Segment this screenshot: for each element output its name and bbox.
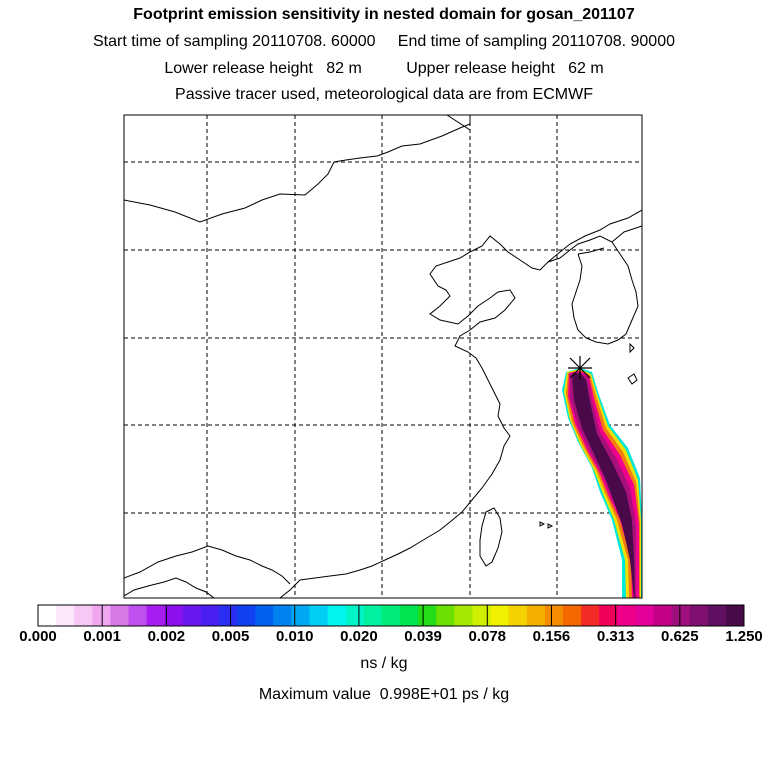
- colorbar-swatch: [689, 605, 709, 626]
- colorbar-swatch: [653, 605, 673, 626]
- colorbar-tick-label: 1.250: [725, 628, 763, 645]
- colorbar-swatch: [526, 605, 546, 626]
- colorbar-swatch: [255, 605, 274, 626]
- colorbar-tick-label: 0.625: [661, 628, 699, 645]
- coastlines: [124, 115, 642, 598]
- colorbar-swatch: [309, 605, 329, 626]
- colorbar-tick-label: 0.002: [147, 628, 186, 645]
- colorbar-tick-label: 0.156: [532, 628, 571, 645]
- colorbar-swatch: [599, 605, 618, 626]
- release-height-line: Lower release height 82 m Upper release …: [164, 60, 604, 77]
- colorbar-swatch: [92, 605, 111, 626]
- colorbar-tick-label: 0.078: [468, 628, 507, 645]
- colorbar-swatch: [110, 605, 130, 626]
- tracer-info-line: Passive tracer used, meteorological data…: [175, 86, 593, 103]
- colorbar-tick-label: 0.005: [211, 628, 250, 645]
- country-borders: [124, 545, 291, 598]
- colorbar-swatch: [617, 605, 636, 626]
- map-frame: [123, 114, 643, 599]
- colorbar-swatch: [508, 605, 528, 626]
- colorbar-swatch: [544, 605, 564, 626]
- colorbar-swatch: [400, 605, 419, 626]
- colorbar-swatch: [418, 605, 437, 626]
- colorbar-tick-label: 0.001: [83, 628, 121, 645]
- colorbar-swatch: [635, 605, 654, 626]
- footprint-core: [572, 373, 635, 598]
- sampling-time-line: Start time of sampling 20110708. 60000 E…: [92, 33, 675, 50]
- colorbar-swatch: [327, 605, 347, 626]
- colorbar-swatch: [164, 605, 184, 626]
- colorbar-swatch: [38, 605, 57, 626]
- colorbar-swatch: [182, 605, 202, 626]
- colorbar-tick-label: 0.020: [340, 628, 378, 645]
- colorbar-swatch: [725, 605, 745, 626]
- colorbar-swatch: [490, 605, 510, 626]
- colorbar-swatch: [237, 605, 256, 626]
- colorbar-swatch: [200, 605, 220, 626]
- colorbar-swatch: [273, 605, 292, 626]
- colorbar-frame: [37, 604, 745, 627]
- colorbar-tick-label: 0.313: [596, 628, 635, 645]
- colorbar-swatch: [581, 605, 600, 626]
- colorbar-swatch: [381, 605, 401, 626]
- colorbar-swatch: [671, 605, 691, 626]
- colorbar-unit: ns / kg: [360, 655, 408, 672]
- plot-title: Footprint emission sensitivity in nested…: [133, 6, 635, 23]
- maximum-value-text: Maximum value 0.998E+01 ps / kg: [258, 686, 510, 703]
- colorbar-swatch: [472, 605, 492, 626]
- colorbar-swatch: [291, 605, 311, 626]
- colorbar-tick-label: 0.010: [275, 628, 314, 645]
- star-marker-icon: [568, 356, 592, 380]
- colorbar-swatch: [436, 605, 455, 626]
- colorbar-tick-label: 0.000: [19, 628, 57, 645]
- emission-footprint: [562, 368, 642, 598]
- colorbar-swatch: [454, 605, 473, 626]
- colorbar-swatch: [562, 605, 582, 626]
- colorbar-swatch: [146, 605, 166, 626]
- colorbar-swatch: [219, 605, 238, 626]
- colorbar-tick-label: 0.039: [404, 628, 442, 645]
- colorbar-swatch: [74, 605, 93, 626]
- map-gridlines: [124, 115, 642, 598]
- colorbar-swatch: [363, 605, 383, 626]
- colorbar-swatch: [56, 605, 75, 626]
- colorbar-swatch: [128, 605, 148, 626]
- colorbar-swatch: [707, 605, 727, 626]
- colorbar: [37, 604, 745, 627]
- colorbar-swatch: [345, 605, 365, 626]
